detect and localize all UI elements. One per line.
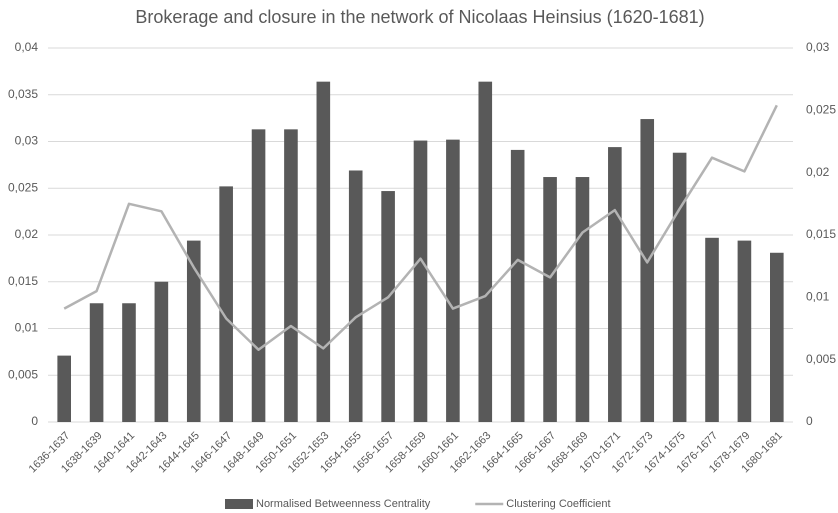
bar	[381, 191, 395, 422]
y-tick-label: 0,025	[8, 180, 38, 194]
y-tick-label: 0,015	[8, 274, 38, 288]
bar	[770, 252, 784, 422]
bar	[478, 81, 493, 422]
line	[63, 104, 778, 351]
bar	[186, 240, 201, 422]
bar	[575, 177, 590, 422]
bar	[705, 237, 719, 422]
y-tick-label: 0	[31, 414, 38, 428]
bar	[154, 281, 169, 422]
legend-label: Clustering Coefficient	[506, 498, 610, 510]
y2-tick-label: 0,015	[806, 227, 836, 241]
bar	[446, 139, 460, 422]
y-tick-label: 0,035	[8, 87, 38, 101]
bar	[348, 170, 363, 422]
y-tick-label: 0,005	[8, 367, 38, 381]
y-tick-label: 0,02	[15, 227, 39, 241]
bar	[57, 355, 71, 422]
y2-tick-label: 0,02	[806, 165, 830, 179]
bar	[640, 119, 655, 422]
y2-tick-label: 0	[806, 414, 813, 428]
chart-title: Brokerage and closure in the network of …	[135, 7, 704, 27]
bar	[672, 152, 687, 422]
bar	[316, 81, 331, 422]
bar	[122, 303, 136, 422]
legend-label: Normalised Betweenness Centrality	[256, 498, 431, 510]
bar	[608, 147, 622, 423]
y2-tick-label: 0,03	[806, 40, 830, 54]
bar	[543, 177, 557, 422]
legend-swatch	[225, 499, 253, 509]
bar	[219, 186, 233, 422]
y2-tick-label: 0,025	[806, 103, 836, 117]
bar	[251, 129, 266, 422]
y2-tick-label: 0,005	[806, 352, 836, 366]
y-tick-label: 0,01	[15, 321, 39, 335]
bar	[284, 129, 298, 422]
bar	[89, 303, 104, 422]
bar	[413, 140, 428, 422]
y-tick-label: 0,03	[15, 134, 39, 148]
y-tick-label: 0,04	[15, 40, 39, 54]
bar	[737, 240, 752, 422]
bar	[510, 149, 525, 423]
y2-tick-label: 0,01	[806, 290, 830, 304]
